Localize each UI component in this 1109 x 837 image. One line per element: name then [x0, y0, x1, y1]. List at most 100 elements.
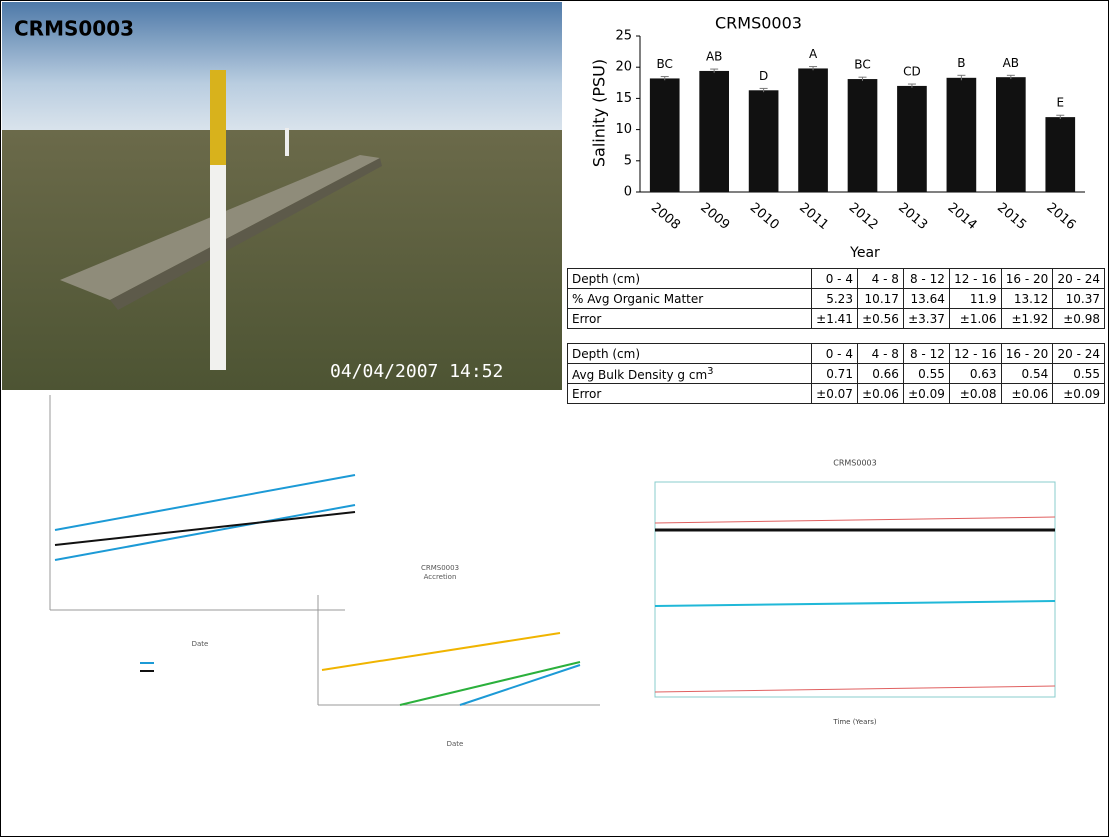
cell-text: ±0.07 [816, 386, 853, 401]
cell-text: Depth (cm) [572, 271, 641, 286]
cell-text: ±0.06 [1011, 386, 1049, 401]
trend [54, 504, 356, 561]
cell-text: 11.9 [969, 291, 997, 306]
cell-text: 0.55 [918, 366, 945, 381]
x-tick-label: 2008 [648, 200, 683, 233]
table-cell: ±0.56 [856, 308, 904, 329]
trend [459, 664, 581, 706]
table-cell: ±0.08 [948, 383, 1002, 404]
table-cell: 13.12 [1000, 288, 1054, 309]
series-line [654, 685, 1056, 693]
plot-frame [654, 481, 1056, 698]
table-cell: 0.66 [856, 363, 904, 384]
trend [321, 632, 561, 671]
table-cell: 20 - 24 [1052, 343, 1105, 364]
bar [699, 70, 729, 192]
group-letter: D [759, 69, 768, 83]
cell-text: ±0.09 [1063, 386, 1100, 401]
bar [798, 68, 828, 192]
cell-text: 4 - 8 [871, 271, 899, 286]
cell-text: ±0.06 [862, 386, 899, 401]
cell-text: ±1.41 [816, 311, 853, 326]
trend [54, 511, 356, 546]
table-cell: 0 - 4 [811, 268, 858, 289]
bar [996, 77, 1026, 192]
cell-text: 12 - 16 [954, 346, 997, 361]
table-cell: Depth (cm) [567, 343, 812, 364]
y-tick-label: 20 [615, 60, 632, 75]
group-letter: BC [854, 58, 870, 72]
boardwalk-edge [110, 158, 382, 310]
table-cell: 20 - 24 [1052, 268, 1105, 289]
group-letter: A [809, 47, 818, 61]
group-letter: AB [1003, 56, 1019, 70]
cell-text: 0 - 4 [825, 271, 853, 286]
x-tick-label: 2010 [747, 200, 782, 233]
cell-text: 0 - 4 [825, 346, 853, 361]
far-pole [285, 128, 289, 156]
table-cell: 12 - 16 [948, 268, 1002, 289]
cell-text: 16 - 20 [1005, 346, 1049, 361]
x-tick-label: 2009 [697, 200, 732, 233]
cell-text: % Avg Organic Matter [572, 291, 704, 306]
bar [748, 90, 779, 192]
table-cell: Depth (cm) [567, 268, 812, 289]
group-letter: E [1056, 96, 1064, 110]
pole-band [210, 70, 226, 165]
legend-swatch [140, 670, 154, 672]
cell-text: 20 - 24 [1057, 271, 1101, 286]
table-cell: 12 - 16 [948, 343, 1002, 364]
series-line [654, 516, 1056, 524]
cell-text: 0.55 [1073, 366, 1100, 381]
photo-label: CRMS0003 [14, 17, 134, 41]
cell-text: ±0.56 [862, 311, 899, 326]
y-tick-label: 5 [624, 153, 632, 168]
cell-text: ±3.37 [908, 311, 945, 326]
cell-text: 8 - 12 [909, 271, 945, 286]
table-cell: ±0.06 [1000, 383, 1054, 404]
cell-text: ±0.08 [959, 386, 997, 401]
cell-text: 10.17 [864, 291, 899, 306]
table-cell: 0 - 4 [811, 343, 858, 364]
cell-text: 16 - 20 [1005, 271, 1049, 286]
chart-title: CRMS0003 [421, 564, 459, 572]
cell-text: 13.64 [910, 291, 945, 306]
middle-lower-chart: CRMS0003 Accretion Date [317, 564, 600, 748]
x-axis-label: Date [447, 740, 464, 748]
table-cell: ±3.37 [902, 308, 950, 329]
table-cell: 0.55 [1052, 363, 1105, 384]
cell-text: 0.66 [872, 366, 899, 381]
table-cell: 16 - 20 [1000, 343, 1054, 364]
group-letter: AB [706, 50, 722, 64]
table-row: Avg Bulk Density g cm3 0.71 0.66 0.55 0.63 0.… [567, 363, 1105, 384]
cell-text: Error [572, 311, 602, 326]
x-axis-label: Date [192, 640, 209, 648]
chart-subtitle: Accretion [424, 573, 457, 581]
table-cell: % Avg Organic Matter [567, 288, 812, 309]
x-tick-label: 2011 [796, 200, 831, 233]
bulk-density-table: Depth (cm) 0 - 4 4 - 8 8 - 12 12 - 16 16 - 20… [567, 343, 1105, 404]
y-tick-label: 0 [624, 185, 632, 200]
table-cell: ±0.09 [1052, 383, 1105, 404]
chart-title: CRMS0003 [833, 459, 876, 468]
x-tick-label: 2015 [994, 200, 1029, 233]
cell-text: ±0.09 [908, 386, 945, 401]
cell-text: ±1.92 [1011, 311, 1049, 326]
cell-text: 20 - 24 [1057, 346, 1101, 361]
cell-text: 4 - 8 [871, 346, 899, 361]
series-line [654, 600, 1056, 607]
cell-text: Avg Bulk Density g cm [572, 367, 708, 382]
x-tick-label: 2012 [846, 200, 881, 233]
table-cell: 4 - 8 [856, 343, 904, 364]
x-tick-label: 2016 [1043, 200, 1078, 233]
x-tick-label: 2014 [945, 200, 980, 233]
y-tick-label: 10 [615, 122, 632, 137]
cell-text: 0.63 [969, 366, 997, 381]
group-letter: BC [657, 57, 673, 71]
left-lower-chart: Date [49, 395, 356, 672]
group-letter: CD [903, 65, 921, 79]
cell-text: 0.71 [826, 366, 853, 381]
table-row: Error ±0.07 ±0.06 ±0.09 ±0.08 ±0.06 ±0.09 [567, 383, 1105, 404]
chart-title: CRMS0003 [715, 14, 802, 33]
unit-exponent: 3 [707, 365, 714, 377]
